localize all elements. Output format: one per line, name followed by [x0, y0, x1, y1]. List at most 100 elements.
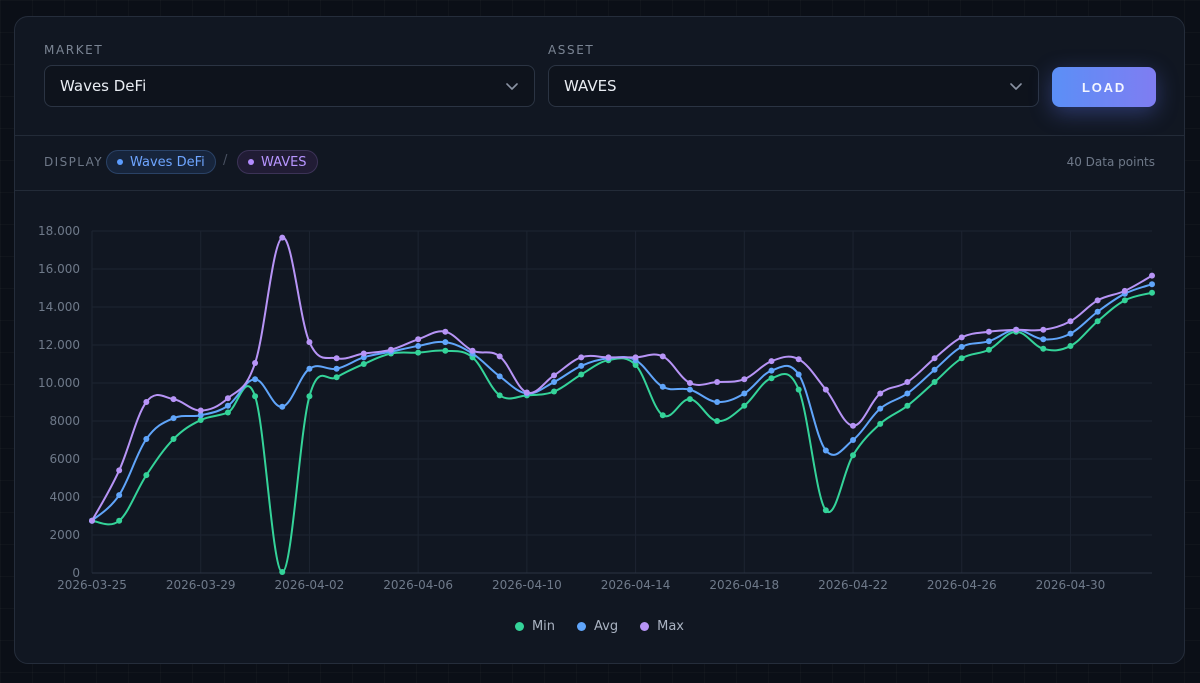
data-point-min	[442, 347, 449, 354]
data-point-max	[252, 360, 259, 367]
data-point-min	[1121, 297, 1128, 304]
data-point-max	[1013, 326, 1020, 333]
data-point-avg	[958, 343, 965, 350]
x-tick-label: 2026-04-22	[818, 578, 888, 592]
data-point-avg	[877, 405, 884, 412]
data-point-min	[850, 452, 857, 459]
data-point-max	[686, 380, 693, 386]
data-point-min	[252, 393, 259, 400]
data-point-max	[1067, 318, 1074, 325]
data-point-min	[659, 412, 666, 419]
data-point-max	[279, 234, 286, 241]
data-point-avg	[306, 365, 313, 372]
asset-pill-label: WAVES	[261, 154, 307, 170]
y-tick-label: 10.000	[38, 376, 80, 390]
data-point-max	[116, 467, 123, 474]
data-point-avg	[795, 371, 802, 378]
data-point-max	[523, 389, 530, 396]
legend-label-max: Max	[657, 619, 685, 634]
data-point-min	[143, 472, 150, 479]
data-point-avg	[985, 338, 992, 345]
market-pill: Waves DeFi	[106, 150, 216, 174]
market-select[interactable]: Waves DeFi	[44, 65, 535, 107]
data-point-avg	[850, 437, 857, 443]
data-point-max	[1149, 272, 1155, 279]
data-point-max	[741, 376, 748, 383]
legend-dot-max	[640, 622, 650, 631]
data-point-min	[551, 388, 558, 395]
asset-pill-dot	[248, 159, 254, 165]
load-button[interactable]: LOAD	[1052, 67, 1156, 107]
data-point-min	[306, 393, 313, 400]
data-point-avg	[1040, 336, 1047, 343]
chart-legend: Min Avg Max	[15, 619, 1184, 634]
x-tick-label: 2026-04-06	[383, 578, 453, 592]
data-point-max	[496, 353, 503, 360]
data-point-max	[306, 339, 313, 346]
data-point-min	[686, 396, 693, 403]
data-point-avg	[496, 373, 503, 380]
data-point-max	[170, 396, 177, 403]
data-point-avg	[197, 412, 204, 419]
y-tick-label: 8000	[49, 414, 80, 428]
market-select-value: Waves DeFi	[60, 77, 147, 95]
data-point-max	[197, 407, 204, 414]
y-tick-label: 16.000	[38, 262, 80, 276]
data-point-avg	[1094, 308, 1101, 315]
data-point-max	[333, 355, 340, 362]
y-tick-label: 6000	[49, 452, 80, 466]
data-point-avg	[1067, 330, 1074, 337]
x-tick-label: 2026-04-02	[275, 578, 345, 592]
data-point-min	[496, 392, 503, 399]
data-point-avg	[224, 402, 231, 409]
legend-item-min[interactable]: Min	[514, 619, 555, 634]
data-point-max	[1040, 326, 1047, 333]
data-point-max	[1094, 297, 1101, 304]
data-point-max	[931, 355, 938, 362]
asset-select[interactable]: WAVES	[548, 65, 1039, 107]
data-point-avg	[252, 376, 259, 383]
data-point-max	[143, 399, 150, 405]
data-point-max	[904, 379, 911, 386]
x-tick-label: 2026-03-25	[57, 578, 127, 592]
data-point-avg	[659, 383, 666, 390]
data-point-avg	[279, 403, 286, 410]
data-points-count: 40 Data points	[1066, 155, 1155, 169]
market-label: MARKET	[44, 43, 104, 57]
market-chart-card: MARKET Waves DeFi ASSET WAVES LOAD DISPL…	[14, 16, 1185, 664]
data-point-max	[714, 379, 721, 386]
data-point-max	[795, 356, 802, 363]
data-point-max	[822, 386, 829, 393]
data-point-min	[877, 420, 884, 427]
x-tick-label: 2026-03-29	[166, 578, 236, 592]
legend-item-max[interactable]: Max	[640, 619, 684, 634]
data-point-max	[551, 372, 558, 379]
data-point-max	[469, 347, 476, 354]
data-point-min	[741, 402, 748, 409]
pill-separator: /	[223, 153, 228, 168]
chevron-down-icon	[1010, 83, 1022, 90]
legend-item-avg[interactable]: Avg	[577, 619, 618, 634]
display-label: DISPLAY	[44, 155, 104, 169]
y-tick-label: 14.000	[38, 300, 80, 314]
data-point-avg	[768, 367, 775, 374]
y-tick-label: 12.000	[38, 338, 80, 352]
data-point-avg	[904, 390, 911, 397]
data-point-max	[877, 390, 884, 397]
data-point-min	[116, 517, 123, 524]
data-point-max	[632, 354, 639, 361]
data-point-min	[904, 402, 911, 409]
data-point-max	[659, 353, 666, 360]
data-point-min	[1040, 345, 1047, 352]
legend-label-avg: Avg	[594, 619, 619, 634]
x-tick-label: 2026-04-14	[601, 578, 671, 592]
data-point-avg	[578, 362, 585, 369]
data-point-min	[197, 417, 204, 424]
series-line-avg	[91, 283, 1153, 522]
market-pill-label: Waves DeFi	[130, 154, 205, 170]
data-point-min	[578, 371, 585, 378]
y-tick-label: 18.000	[38, 224, 80, 238]
market-pill-dot	[117, 159, 123, 165]
data-point-max	[605, 354, 612, 361]
data-point-avg	[415, 342, 422, 349]
